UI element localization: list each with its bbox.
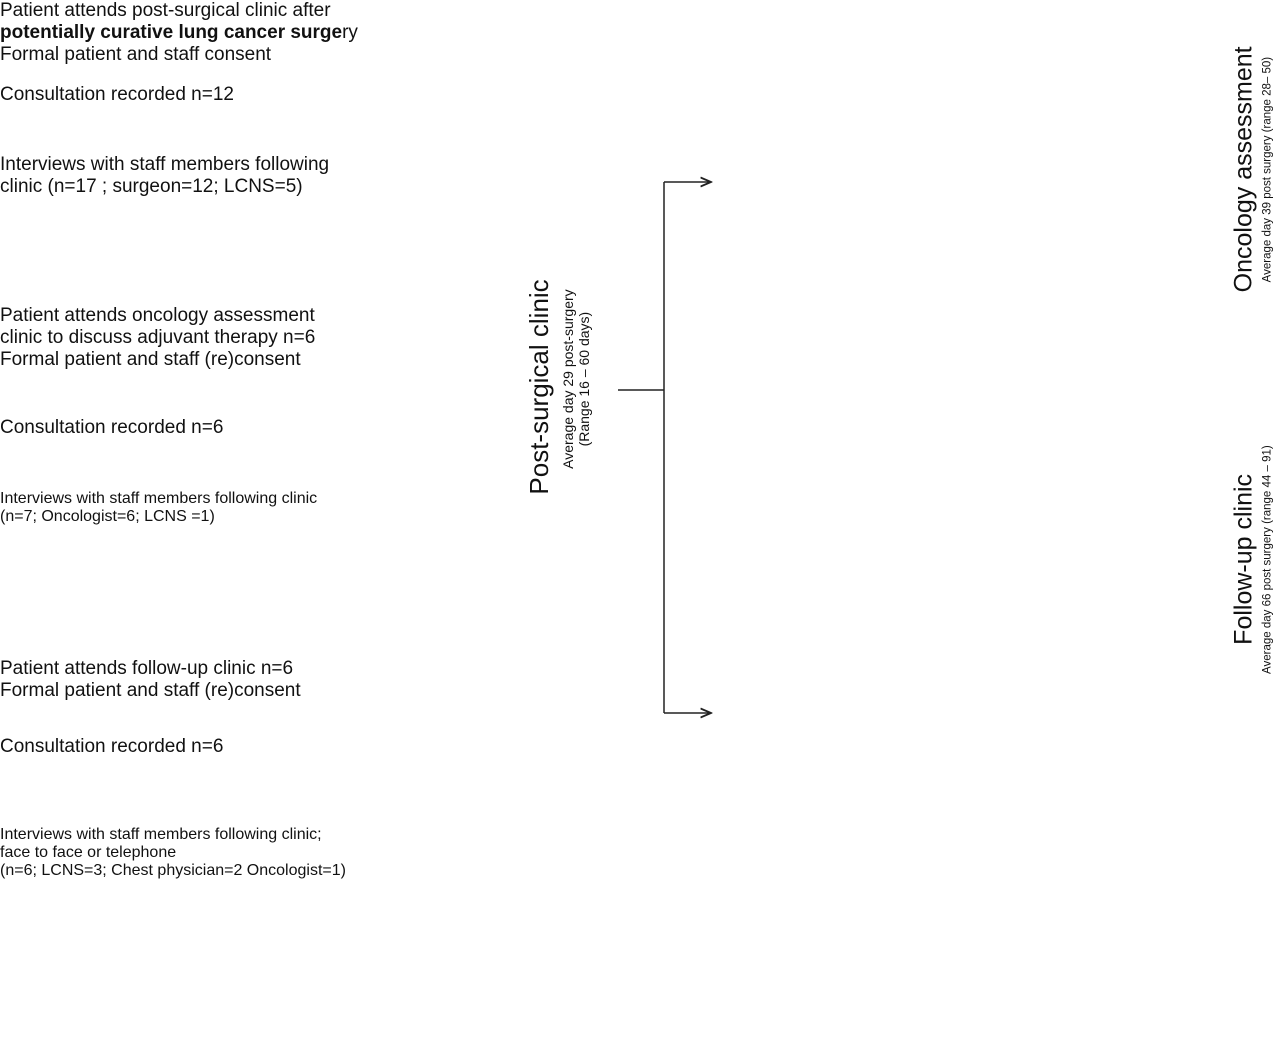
step-box: Patient attends follow-up clinic n=6 Form…	[0, 658, 450, 736]
group-subtitle: Average day 39 post surgery (range 28– 5…	[1261, 0, 1274, 340]
box-line: Interviews with staff members following …	[0, 490, 318, 507]
bold-text: potentially curative lung cancer surge	[0, 22, 343, 43]
subtitle-line: Average day 39 post surgery (range 28– 5…	[1261, 56, 1274, 283]
group-title: Oncology assessment	[1229, 46, 1258, 293]
step-box: Patient attends oncology assessment clini…	[0, 305, 450, 417]
box-line: (n=6; LCNS=3; Chest physician=2 Oncologi…	[0, 862, 346, 879]
box-line: clinic (n=17 ; surgeon=12; LCNS=5)	[0, 176, 303, 197]
box-line: clinic to discuss adjuvant therapy n=6	[0, 327, 316, 348]
box-line: Interviews with staff members following	[0, 154, 330, 175]
box-line: Formal patient and staff (re)consent	[0, 680, 301, 701]
step-box: Interviews with staff members following …	[0, 826, 450, 934]
step-box: Consultation recorded n=12	[0, 84, 487, 154]
group-title: Follow-up clinic	[1229, 473, 1258, 645]
step-box: Consultation recorded n=6	[0, 736, 450, 826]
box-line: Consultation recorded n=12	[0, 84, 234, 105]
box-line: Consultation recorded n=6	[0, 736, 224, 757]
box-line: potentially curative lung cancer surgery	[0, 22, 487, 44]
group-container: Patient attends oncology assessment clini…	[0, 305, 580, 658]
subtitle-line: (Range 16 – 60 days)	[576, 311, 592, 447]
page: (() => { const data = JSON.parse(documen…	[0, 0, 1276, 879]
box-line: Consultation recorded n=6	[0, 417, 224, 438]
connectors	[618, 0, 1276, 776]
box-line: Interviews with staff members following …	[0, 826, 322, 843]
subtitle-line: Average day 29 post-surgery	[559, 289, 576, 470]
box-line: Formal patient and staff consent	[0, 44, 272, 65]
box-text: ry	[342, 22, 358, 43]
group-title: Post-surgical clinic	[524, 279, 555, 495]
group-container: Patient attends post-surgical clinic aft…	[0, 0, 606, 305]
box-line: (n=7; Oncologist=6; LCNS =1)	[0, 508, 215, 525]
step-box: Interviews with staff members following …	[0, 490, 450, 575]
step-box: Patient attends post-surgical clinic aft…	[0, 0, 487, 84]
box-line: Patient attends follow-up clinic n=6	[0, 658, 294, 679]
step-box: Consultation recorded n=6	[0, 417, 450, 490]
group-subtitle: Average day 66 post surgery (range 44 – …	[1261, 390, 1274, 730]
group-subtitle: Average day 29 post-surgery (Range 16 – 6…	[560, 229, 592, 529]
box-line: face to face or telephone	[0, 844, 177, 861]
subtitle-line: Average day 66 post surgery (range 44 – …	[1261, 445, 1274, 675]
box-line: Patient attends oncology assessment	[0, 305, 315, 326]
step-box: Interviews with staff members following c…	[0, 154, 487, 249]
box-line: Patient attends post-surgical clinic aft…	[0, 0, 331, 21]
box-line: Formal patient and staff (re)consent	[0, 349, 301, 370]
